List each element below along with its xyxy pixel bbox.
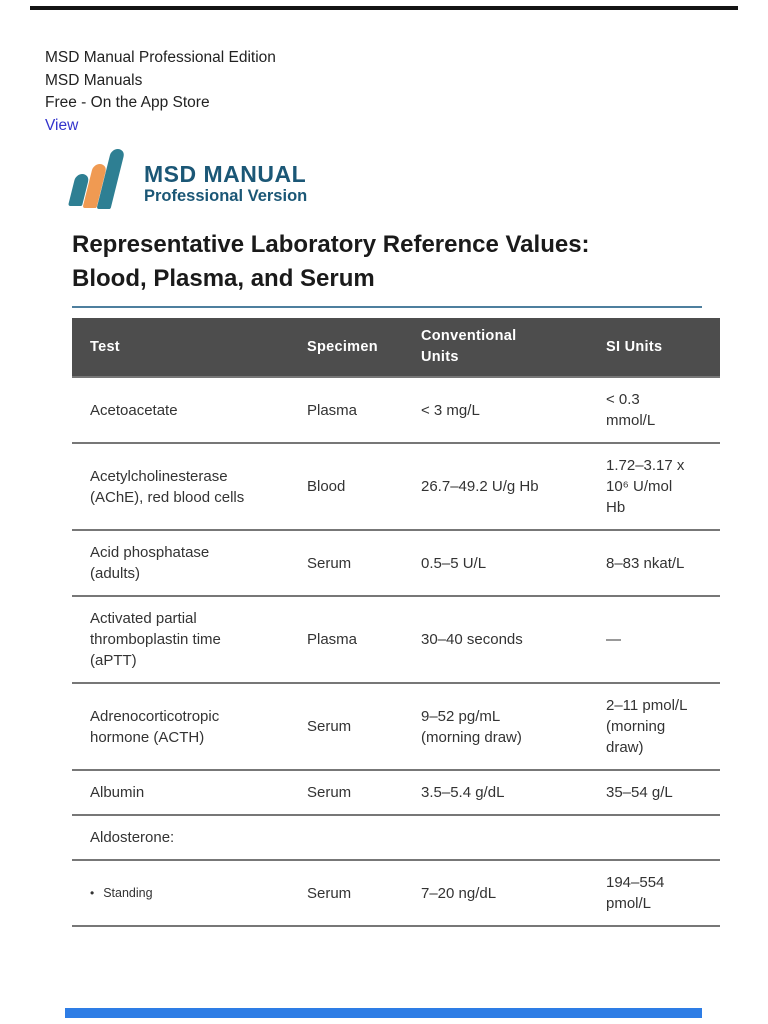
cell-si: < 0.3 mmol/L: [606, 391, 656, 429]
table-header-row: Test Specimen Conventional Units SI Unit…: [72, 318, 720, 376]
table-row: Adrenocorticotropic hormone (ACTH) Serum…: [72, 684, 720, 771]
header-conventional-units: Conventional Units: [421, 328, 517, 365]
header-test: Test: [90, 338, 120, 355]
table-body: Acetoacetate Plasma < 3 mg/L < 0.3 mmol/…: [72, 376, 720, 927]
cell-test: Acid phosphatase (adults): [90, 544, 210, 582]
cell-specimen: Serum: [307, 884, 352, 902]
app-banner-title: MSD Manual Professional Edition: [45, 49, 276, 66]
msd-manual-logo: MSD MANUAL Professional Version: [68, 147, 307, 209]
cell-conventional: [403, 827, 588, 849]
cell-conventional: < 3 mg/L: [421, 401, 480, 419]
cell-specimen: Serum: [307, 718, 352, 735]
cell-specimen: Blood: [307, 478, 346, 495]
top-page-rule: [30, 6, 738, 10]
cell-specimen: [289, 827, 403, 849]
app-banner-price: Free - On the App Store: [45, 94, 210, 111]
cell-test: Acetylcholinesterase (AChE), red blood c…: [90, 467, 245, 506]
cell-test: Aldosterone:: [90, 829, 175, 846]
cell-conventional: 0.5–5 U/L: [421, 554, 487, 572]
table-row: Activated partial thromboplastin time (a…: [72, 597, 720, 684]
logo-text-block: MSD MANUAL Professional Version: [144, 162, 307, 209]
cell-conventional: 30–40 seconds: [421, 631, 523, 648]
table-row: Acetylcholinesterase (AChE), red blood c…: [72, 444, 720, 531]
cell-test: Albumin: [90, 784, 145, 801]
header-specimen: Specimen: [307, 338, 378, 355]
reference-values-table: Test Specimen Conventional Units SI Unit…: [72, 318, 720, 927]
cell-test: Activated partial thromboplastin time (a…: [90, 610, 221, 669]
cell-test: • Standing: [72, 872, 289, 915]
cell-specimen: Serum: [307, 554, 352, 572]
cell-conventional: 3.5–5.4 g/dL: [421, 784, 505, 801]
cell-specimen: Plasma: [307, 401, 358, 419]
app-banner-publisher: MSD Manuals: [45, 71, 143, 89]
cell-test: Acetoacetate: [90, 401, 178, 419]
table-row: Acid phosphatase (adults) Serum 0.5–5 U/…: [72, 531, 720, 597]
cell-si: —: [606, 631, 621, 648]
header-si-units: SI Units: [606, 338, 663, 355]
bullet-icon: •: [90, 885, 95, 900]
table-row: Acetoacetate Plasma < 3 mg/L < 0.3 mmol/…: [72, 378, 720, 444]
cell-conventional: 7–20 ng/dL: [421, 884, 497, 902]
cell-specimen: Plasma: [307, 631, 358, 648]
cell-si: [588, 827, 720, 849]
logo-name: MSD MANUAL: [144, 161, 307, 187]
logo-edition: Professional Version: [144, 187, 308, 205]
cell-conventional: 9–52 pg/mL (morning draw): [421, 707, 522, 746]
msd-logo-blades-icon: [68, 147, 132, 209]
cell-test: Adrenocorticotropic hormone (ACTH): [90, 707, 220, 746]
view-app-link[interactable]: View: [45, 116, 79, 134]
table-row: Albumin Serum 3.5–5.4 g/dL 35–54 g/L: [72, 771, 720, 816]
sub-item-label: Standing: [103, 885, 153, 900]
bottom-page-bar: [65, 1008, 702, 1018]
cell-si: 8–83 nkat/L: [606, 554, 685, 572]
cell-si: 194–554 pmol/L: [606, 874, 665, 912]
table-row-group-label: Aldosterone:: [72, 816, 720, 861]
table-row-sub-item: • Standing Serum 7–20 ng/dL 194–554 pmol…: [72, 861, 720, 927]
app-store-banner: MSD Manual Professional Edition MSD Manu…: [45, 47, 276, 137]
page-title: Representative Laboratory Reference Valu…: [72, 228, 702, 308]
cell-si: 2–11 pmol/L (morning draw): [606, 697, 688, 756]
cell-si: 1.72–3.17 x 10⁶ U/mol Hb: [606, 457, 685, 516]
cell-specimen: Serum: [307, 784, 352, 801]
cell-si: 35–54 g/L: [606, 784, 673, 801]
cell-conventional: 26.7–49.2 U/g Hb: [421, 478, 539, 495]
